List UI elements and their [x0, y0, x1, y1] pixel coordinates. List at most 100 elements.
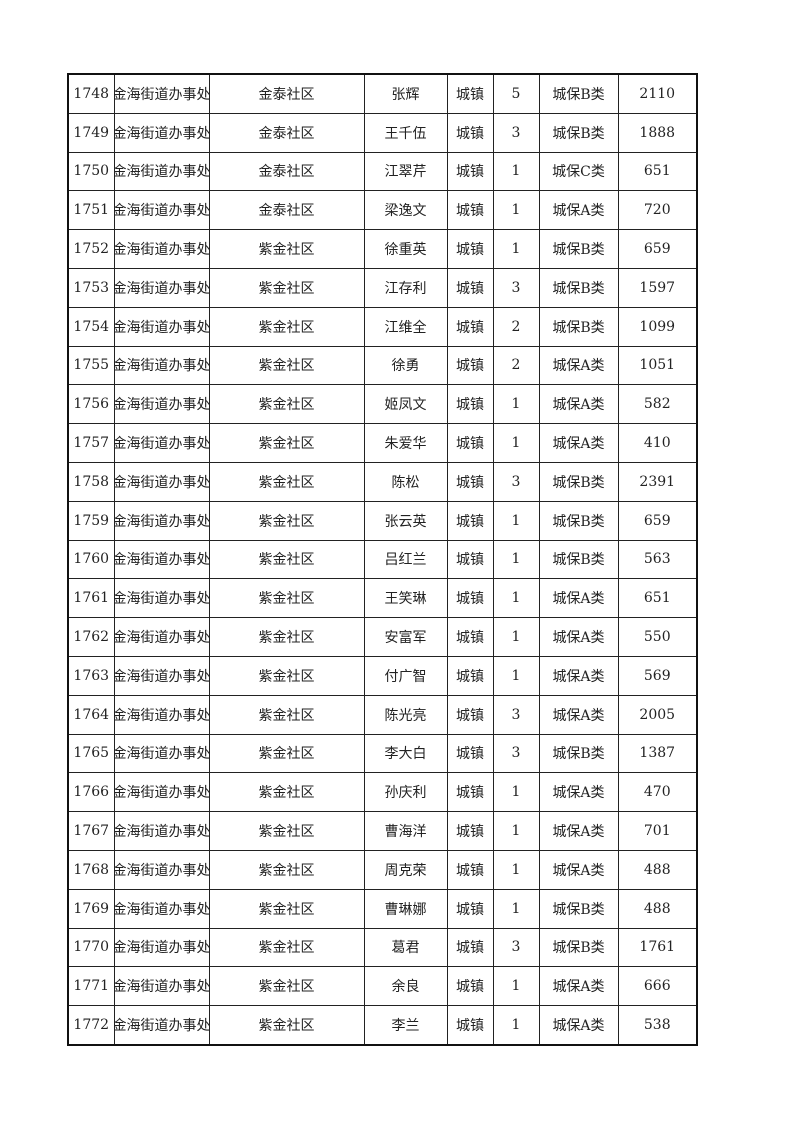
community-cell: 金泰社区	[208, 112, 365, 153]
insurance-category-cell: 城保C类	[538, 151, 619, 192]
street-office-text: 金海街道办事处	[114, 785, 209, 802]
insurance-category-cell: 城保B类	[538, 267, 619, 308]
community-cell: 紫金社区	[208, 578, 365, 619]
table-row: 1772 金海街道办事处 紫金社区 李兰 城镇 1 城保A类 538	[67, 1005, 698, 1046]
street-office-cell: 金海街道办事处	[113, 888, 210, 929]
data-table: 1748 金海街道办事处 金泰社区 张辉 城镇 5 城保B类 2110 1749 金海街道办事处金…	[67, 73, 698, 1046]
row-number-cell: 1758	[67, 461, 115, 502]
insurance-category-cell: 城保B类	[538, 500, 619, 541]
row-number-cell: 1761	[67, 578, 115, 619]
person-name-cell: 吕红兰	[363, 539, 448, 580]
area-type-cell: 城镇	[446, 151, 494, 192]
person-name-cell: 余良	[363, 966, 448, 1007]
community-cell: 金泰社区	[208, 73, 365, 114]
insurance-category-cell: 城保B类	[538, 112, 619, 153]
amount-cell: 701	[617, 811, 698, 851]
area-type-cell: 城镇	[446, 267, 494, 308]
table-row: 1761 金海街道办事处 紫金社区 王笑琳 城镇 1 城保A类 651	[67, 578, 698, 619]
insurance-category-cell: 城保A类	[538, 694, 619, 735]
insurance-category-cell: 城保A类	[538, 849, 619, 890]
row-number-cell: 1756	[67, 384, 115, 425]
person-name-cell: 曹海洋	[363, 811, 448, 851]
street-office-cell: 金海街道办事处	[113, 461, 210, 502]
row-number-cell: 1767	[67, 811, 115, 851]
row-number-cell: 1768	[67, 849, 115, 890]
person-name-cell: 姬凤文	[363, 384, 448, 425]
amount-cell: 1761	[617, 927, 698, 968]
person-name-cell: 安富军	[363, 617, 448, 657]
table-row: 1748 金海街道办事处 金泰社区 张辉 城镇 5 城保B类 2110	[67, 73, 698, 114]
household-count-cell: 2	[492, 306, 540, 347]
person-name-cell: 徐勇	[363, 345, 448, 386]
table-row: 1749 金海街道办事处 金泰社区 王千伍 城镇 3 城保B类 1888	[67, 112, 698, 153]
row-number-cell: 1772	[67, 1005, 115, 1046]
street-office-cell: 金海街道办事处	[113, 1005, 210, 1046]
amount-cell: 1051	[617, 345, 698, 386]
street-office-cell: 金海街道办事处	[113, 694, 210, 735]
row-number-cell: 1759	[67, 500, 115, 541]
household-count-cell: 1	[492, 539, 540, 580]
amount-cell: 550	[617, 617, 698, 657]
person-name-cell: 周克荣	[363, 849, 448, 890]
community-cell: 紫金社区	[208, 655, 365, 696]
street-office-text: 金海街道办事处	[114, 513, 209, 530]
amount-cell: 1099	[617, 306, 698, 347]
street-office-cell: 金海街道办事处	[113, 849, 210, 890]
area-type-cell: 城镇	[446, 772, 494, 813]
area-type-cell: 城镇	[446, 306, 494, 347]
street-office-cell: 金海街道办事处	[113, 267, 210, 308]
row-number-cell: 1754	[67, 306, 115, 347]
table-row: 1764 金海街道办事处 紫金社区 陈光亮 城镇 3 城保A类 2005	[67, 694, 698, 735]
area-type-cell: 城镇	[446, 849, 494, 890]
amount-cell: 2005	[617, 694, 698, 735]
street-office-text: 金海街道办事处	[114, 979, 209, 996]
street-office-text: 金海街道办事处	[114, 203, 209, 220]
row-number-cell: 1770	[67, 927, 115, 968]
street-office-cell: 金海街道办事处	[113, 811, 210, 851]
person-name-cell: 张辉	[363, 73, 448, 114]
street-office-text: 金海街道办事处	[114, 358, 209, 375]
community-cell: 紫金社区	[208, 461, 365, 502]
person-name-cell: 江翠芹	[363, 151, 448, 192]
amount-cell: 563	[617, 539, 698, 580]
community-cell: 紫金社区	[208, 384, 365, 425]
person-name-cell: 徐重英	[363, 229, 448, 269]
community-cell: 紫金社区	[208, 811, 365, 851]
street-office-text: 金海街道办事处	[114, 707, 209, 724]
person-name-cell: 曹琳娜	[363, 888, 448, 929]
row-number-cell: 1757	[67, 423, 115, 463]
person-name-cell: 王千伍	[363, 112, 448, 153]
household-count-cell: 1	[492, 772, 540, 813]
street-office-text: 金海街道办事处	[114, 862, 209, 879]
table-row: 1752 金海街道办事处 紫金社区 徐重英 城镇 1 城保B类 659	[67, 229, 698, 269]
street-office-cell: 金海街道办事处	[113, 772, 210, 813]
street-office-text: 金海街道办事处	[114, 940, 209, 957]
household-count-cell: 1	[492, 423, 540, 463]
community-cell: 紫金社区	[208, 306, 365, 347]
street-office-cell: 金海街道办事处	[113, 655, 210, 696]
street-office-cell: 金海街道办事处	[113, 500, 210, 541]
community-cell: 紫金社区	[208, 267, 365, 308]
table-row: 1767 金海街道办事处 紫金社区 曹海洋 城镇 1 城保A类 701	[67, 811, 698, 851]
area-type-cell: 城镇	[446, 617, 494, 657]
person-name-cell: 朱爱华	[363, 423, 448, 463]
insurance-category-cell: 城保A类	[538, 772, 619, 813]
community-cell: 紫金社区	[208, 345, 365, 386]
insurance-category-cell: 城保B类	[538, 539, 619, 580]
street-office-cell: 金海街道办事处	[113, 733, 210, 774]
amount-cell: 666	[617, 966, 698, 1007]
row-number-cell: 1769	[67, 888, 115, 929]
person-name-cell: 李大白	[363, 733, 448, 774]
table-row: 1763 金海街道办事处 紫金社区 付广智 城镇 1 城保A类 569	[67, 655, 698, 696]
insurance-category-cell: 城保B类	[538, 461, 619, 502]
table-row: 1757 金海街道办事处 紫金社区 朱爱华 城镇 1 城保A类 410	[67, 423, 698, 463]
street-office-text: 金海街道办事处	[114, 242, 209, 259]
household-count-cell: 3	[492, 267, 540, 308]
insurance-category-cell: 城保A类	[538, 655, 619, 696]
insurance-category-cell: 城保A类	[538, 345, 619, 386]
person-name-cell: 张云英	[363, 500, 448, 541]
street-office-cell: 金海街道办事处	[113, 112, 210, 153]
area-type-cell: 城镇	[446, 694, 494, 735]
amount-cell: 569	[617, 655, 698, 696]
area-type-cell: 城镇	[446, 733, 494, 774]
